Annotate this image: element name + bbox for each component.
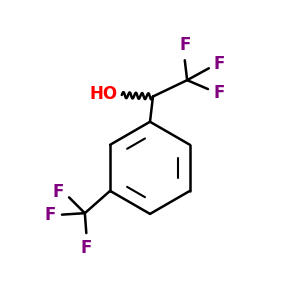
Text: F: F <box>45 206 56 224</box>
Text: F: F <box>81 239 92 257</box>
Text: HO: HO <box>89 85 117 103</box>
Text: F: F <box>179 36 190 54</box>
Text: F: F <box>53 183 64 201</box>
Text: F: F <box>213 84 224 102</box>
Text: F: F <box>214 56 225 74</box>
